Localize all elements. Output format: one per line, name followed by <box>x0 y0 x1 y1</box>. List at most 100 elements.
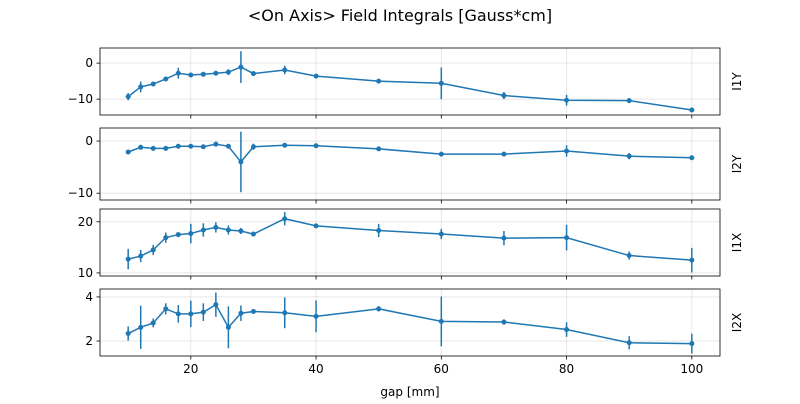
data-point <box>175 143 181 149</box>
data-point <box>438 151 444 157</box>
data-point <box>225 143 231 149</box>
x-tick-label: 20 <box>183 362 198 376</box>
data-point <box>213 302 219 308</box>
data-point <box>138 84 144 90</box>
data-point <box>626 340 632 346</box>
data-point <box>282 310 288 316</box>
data-point <box>138 253 144 259</box>
data-point <box>163 76 169 82</box>
data-point <box>188 311 194 317</box>
data-point <box>213 70 219 76</box>
data-point <box>238 228 244 234</box>
panel-i1x: 20 10 I1X <box>78 208 744 280</box>
data-point <box>313 223 319 229</box>
data-point <box>200 309 206 315</box>
data-point <box>438 318 444 324</box>
y-tick-label: 20 <box>78 215 93 229</box>
data-point <box>175 232 181 238</box>
data-point <box>626 98 632 104</box>
data-point <box>163 306 169 312</box>
data-point <box>564 148 570 154</box>
data-point <box>225 227 231 233</box>
data-point <box>125 256 131 262</box>
data-point <box>501 235 507 241</box>
x-axis-label: gap [mm] <box>380 385 439 399</box>
data-point <box>213 141 219 147</box>
panel-ylabel: I1X <box>730 233 744 252</box>
axes-frame <box>99 47 721 116</box>
data-point <box>238 64 244 70</box>
data-point <box>564 235 570 241</box>
data-point <box>313 143 319 149</box>
data-point <box>163 145 169 151</box>
y-tick-label: 0 <box>85 56 93 70</box>
axes-frame <box>99 208 721 277</box>
data-point <box>564 327 570 333</box>
data-point <box>376 227 382 233</box>
panel-ylabel: I1Y <box>730 72 744 91</box>
data-point <box>175 70 181 76</box>
data-point <box>225 324 231 330</box>
y-tick-label: 4 <box>85 290 93 304</box>
data-point <box>282 216 288 222</box>
x-tick-label: 40 <box>308 362 323 376</box>
data-point <box>188 72 194 78</box>
x-tick-label: 60 <box>434 362 449 376</box>
data-point <box>213 224 219 230</box>
data-point <box>376 146 382 152</box>
data-point <box>150 145 156 151</box>
data-point <box>200 144 206 150</box>
data-point <box>313 313 319 319</box>
data-point <box>689 257 695 263</box>
data-point <box>175 311 181 317</box>
data-point <box>125 331 131 337</box>
data-point <box>188 231 194 237</box>
data-point <box>163 235 169 241</box>
data-point <box>250 71 256 77</box>
data-point <box>200 71 206 77</box>
data-point <box>501 151 507 157</box>
data-point <box>138 144 144 150</box>
data-point <box>250 308 256 314</box>
panel-i1y: 0 −10 I1Y <box>68 47 744 119</box>
data-point <box>689 107 695 113</box>
data-point <box>501 319 507 325</box>
data-point <box>125 94 131 100</box>
data-point <box>501 93 507 99</box>
data-point <box>225 69 231 75</box>
panel-i2x: 4 2 20 40 60 80 100 I2X <box>85 288 744 376</box>
series-line <box>127 143 692 164</box>
axes-frame <box>99 127 721 201</box>
data-point <box>626 153 632 159</box>
data-point <box>188 143 194 149</box>
panel-ylabel: I2X <box>730 313 744 332</box>
data-point <box>282 142 288 148</box>
data-point <box>564 97 570 103</box>
y-tick-label: 0 <box>85 134 93 148</box>
data-point <box>238 159 244 165</box>
series-line <box>127 303 692 345</box>
data-point <box>282 67 288 73</box>
y-tick-label: −10 <box>68 186 93 200</box>
data-point <box>376 306 382 312</box>
panel-ylabel: I2Y <box>730 154 744 173</box>
x-tick-label: 100 <box>680 362 703 376</box>
data-point <box>313 73 319 79</box>
axes-frame <box>99 288 721 357</box>
y-tick-label: −10 <box>68 92 93 106</box>
y-tick-label: 2 <box>85 334 93 348</box>
data-point <box>125 149 131 155</box>
data-point <box>689 341 695 347</box>
data-point <box>150 320 156 326</box>
data-point <box>438 231 444 237</box>
series-line <box>127 66 692 111</box>
x-tick-label: 80 <box>559 362 574 376</box>
data-point <box>376 78 382 84</box>
data-point <box>138 324 144 330</box>
y-tick-label: 10 <box>78 266 93 280</box>
data-point <box>150 247 156 253</box>
chart-title: <On Axis> Field Integrals [Gauss*cm] <box>248 6 552 25</box>
data-point <box>250 231 256 237</box>
series-line <box>128 217 692 261</box>
data-point <box>238 310 244 316</box>
